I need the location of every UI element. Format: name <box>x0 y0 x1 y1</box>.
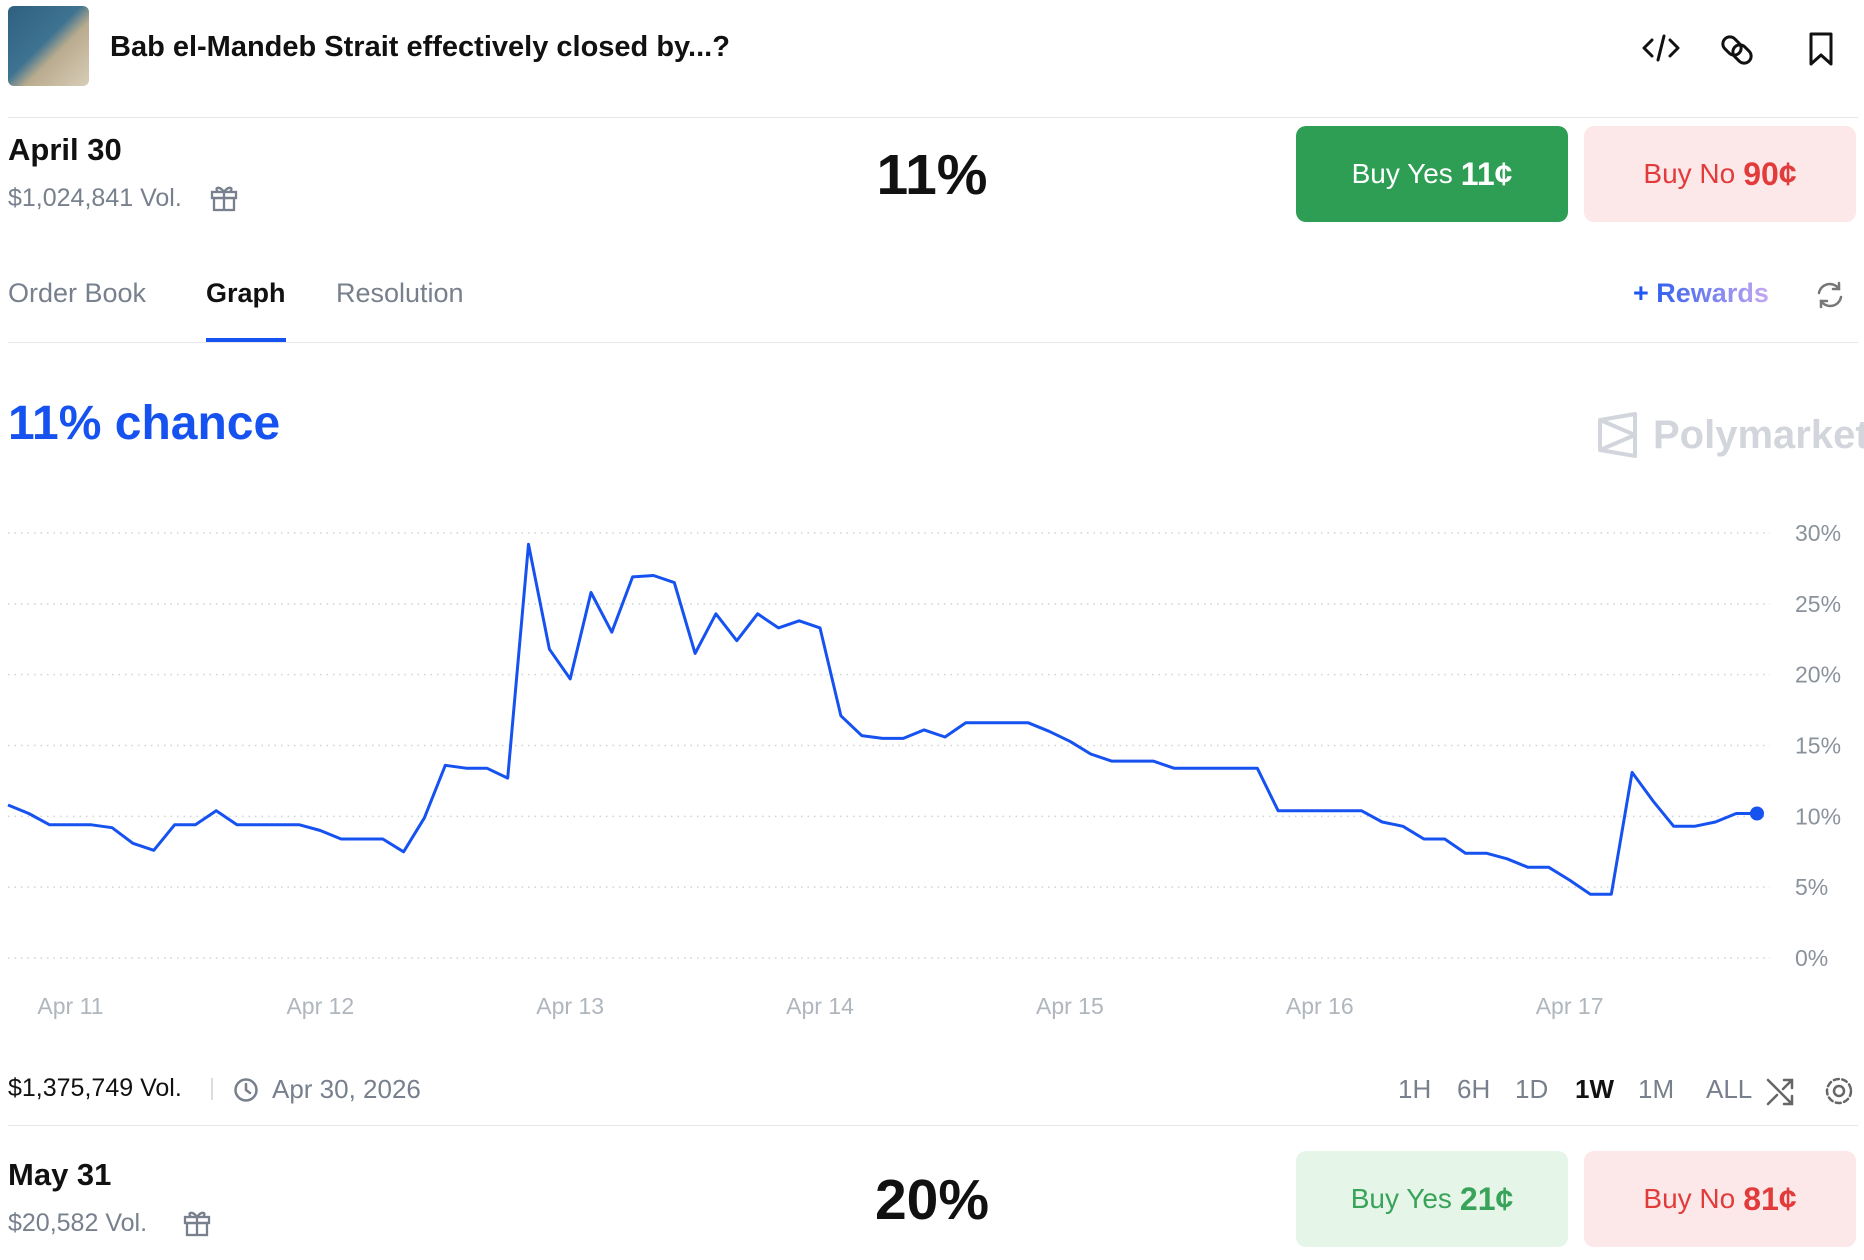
gift-icon[interactable] <box>209 183 239 213</box>
divider <box>8 1125 1858 1126</box>
tab[interactable]: Order Book <box>8 278 147 308</box>
header-icons <box>1642 32 1833 66</box>
no-price[interactable]: 81¢ <box>1743 1180 1797 1217</box>
divider <box>211 1078 213 1100</box>
chart: 0% 5% 10% 15% 20% 25% 30% Apr 11 Apr 12 Apr 13 Apr… <box>7 520 1841 1019</box>
x-tick-label: Apr 17 <box>1536 993 1604 1019</box>
watermark: Polymarket <box>1597 412 1864 458</box>
link-icon[interactable] <box>1720 34 1754 66</box>
no-price[interactable]: 90¢ <box>1743 155 1797 192</box>
yes-price[interactable]: 11¢ <box>1460 155 1513 192</box>
shuffle-icon[interactable] <box>1766 1078 1794 1106</box>
bookmark-icon[interactable] <box>1809 32 1833 66</box>
market-date: May 31 <box>8 1157 112 1192</box>
buy-no-label[interactable]: Buy No <box>1643 158 1736 189</box>
refresh-icon[interactable] <box>1815 280 1845 310</box>
tab[interactable]: Resolution <box>336 278 464 308</box>
market-title: Bab el-Mandeb Strait effectively closed … <box>110 31 730 63</box>
timeframe-button[interactable]: 1W <box>1575 1074 1614 1104</box>
price-line <box>7 542 1757 896</box>
y-tick-label: 15% <box>1795 733 1841 759</box>
settings-icon[interactable] <box>1825 1077 1853 1105</box>
timeframe-button[interactable]: 1D <box>1515 1074 1549 1104</box>
buy-no-button[interactable]: Buy No 81¢ <box>1584 1151 1856 1247</box>
market-thumbnail <box>8 6 89 86</box>
rewards-button[interactable]: + Rewards <box>1633 278 1769 308</box>
buy-yes-button[interactable]: Buy Yes 21¢ <box>1296 1151 1568 1247</box>
timeframe-button[interactable]: 1M <box>1638 1074 1675 1104</box>
chart-title: 11% chance <box>8 397 281 450</box>
last-point <box>1750 806 1764 821</box>
watermark-text: Polymarket <box>1653 412 1864 457</box>
y-tick-label: 5% <box>1795 874 1828 900</box>
chart-tools <box>1766 1077 1853 1106</box>
x-tick-label: Apr 14 <box>786 993 854 1019</box>
buy-yes-label[interactable]: Buy Yes <box>1351 158 1453 189</box>
x-tick-label: Apr 16 <box>1286 993 1354 1019</box>
x-tick-label: Apr 13 <box>536 993 604 1019</box>
x-tick-label: Apr 15 <box>1036 993 1104 1019</box>
gift-icon[interactable] <box>182 1208 212 1238</box>
timeframe-button[interactable]: 6H <box>1457 1074 1491 1104</box>
timeframe-button[interactable]: ALL <box>1706 1074 1753 1104</box>
watermark-logo <box>1598 412 1637 458</box>
x-tick-label: Apr 11 <box>37 993 103 1019</box>
market-chance: 20% <box>874 1168 990 1232</box>
x-tick-label: Apr 12 <box>286 993 354 1019</box>
buy-yes-button[interactable]: Buy Yes 11¢ <box>1296 126 1568 222</box>
y-tick-label: 10% <box>1795 803 1841 829</box>
buy-no-button[interactable]: Buy No 90¢ <box>1584 126 1856 222</box>
divider <box>8 342 1858 343</box>
total-volume: $1,375,749 Vol. <box>8 1074 182 1102</box>
clock-icon <box>234 1078 258 1102</box>
timeframe-button[interactable]: 1H <box>1398 1074 1432 1104</box>
tab[interactable]: Graph <box>206 278 286 308</box>
market-volume: $20,582 Vol. <box>8 1209 148 1237</box>
tab-underline <box>206 338 286 342</box>
y-tick-label: 25% <box>1795 591 1841 617</box>
market-date: April 30 <box>8 132 122 167</box>
market-volume: $1,024,841 Vol. <box>8 184 182 212</box>
embed-icon[interactable] <box>1642 34 1680 62</box>
y-tick-label: 0% <box>1795 945 1828 971</box>
buy-yes-label[interactable]: Buy Yes <box>1350 1183 1452 1214</box>
market-chance: 11% <box>876 143 988 207</box>
end-date: Apr 30, 2026 <box>272 1074 421 1104</box>
y-tick-label: 20% <box>1795 662 1841 688</box>
yes-price[interactable]: 21¢ <box>1459 1180 1514 1217</box>
y-tick-label: 30% <box>1795 520 1841 546</box>
divider <box>8 117 1858 118</box>
buy-no-label[interactable]: Buy No <box>1643 1183 1736 1214</box>
